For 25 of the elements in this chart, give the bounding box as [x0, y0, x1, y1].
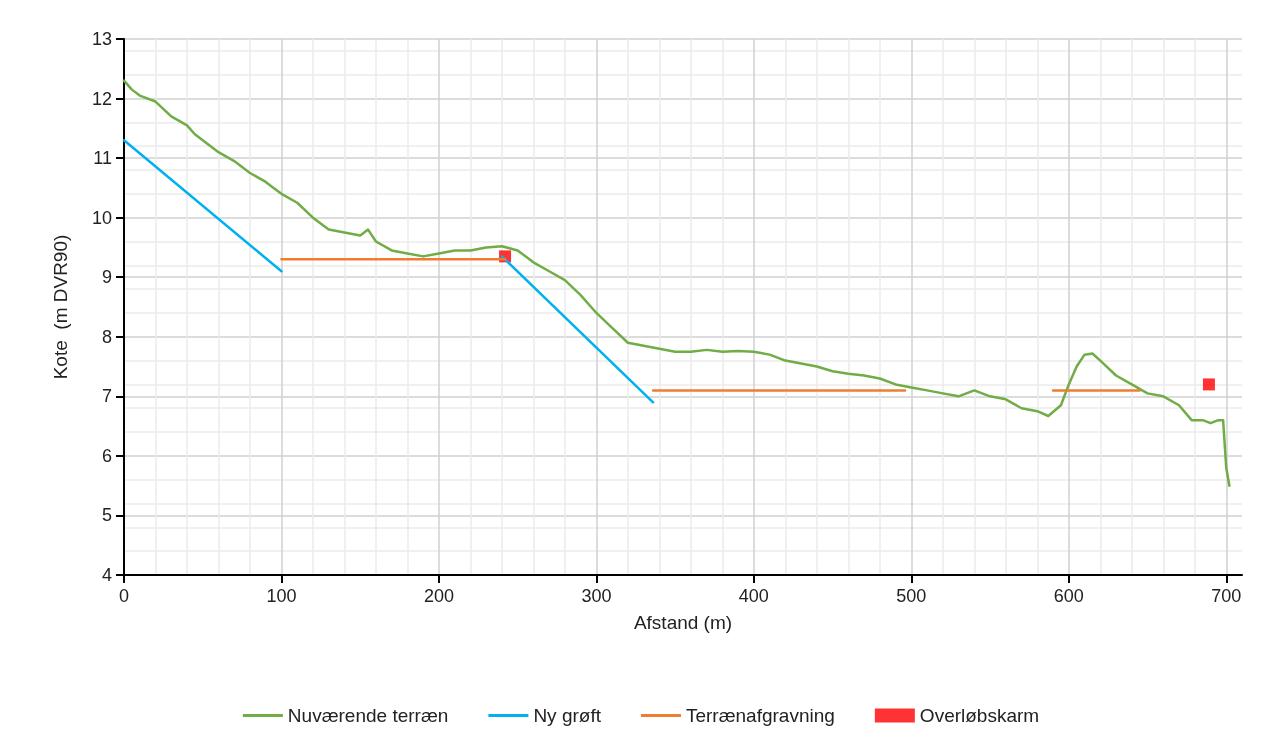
line-series: [122, 79, 1231, 487]
x-tick-label: 0: [118, 586, 130, 606]
x-tick-label: 700: [1211, 586, 1242, 606]
x-tick-label: 100: [266, 586, 297, 606]
y-tick-label: 11: [93, 148, 112, 169]
x-tick-label: 600: [1053, 586, 1084, 606]
y-tick-label: 9: [101, 267, 112, 288]
y-tick-label: 8: [101, 326, 112, 347]
y-tick-label: 5: [101, 505, 112, 526]
legend-label: Terrænafgravning: [685, 705, 835, 726]
y-tick-label: 12: [91, 88, 112, 109]
legend-label: Nuværende terræn: [287, 705, 449, 726]
y-axis-title: Kote (m DVR90): [50, 234, 71, 380]
x-tick-label: 200: [423, 586, 454, 606]
x-axis-title: Afstand (m): [633, 612, 733, 633]
y-tick-label: 4: [101, 565, 112, 585]
x-tick-label: 400: [738, 586, 769, 606]
y-tick-label: 7: [101, 386, 112, 407]
y-tick-label: 13: [91, 29, 112, 49]
x-tick-label: 300: [581, 586, 612, 606]
legend-label: Ny grøft: [533, 705, 602, 726]
legend-label: Overløbskarm: [919, 705, 1040, 726]
y-tick-label: 6: [101, 445, 112, 466]
y-tick-label: 10: [91, 207, 112, 228]
x-tick-label: 500: [896, 586, 927, 606]
